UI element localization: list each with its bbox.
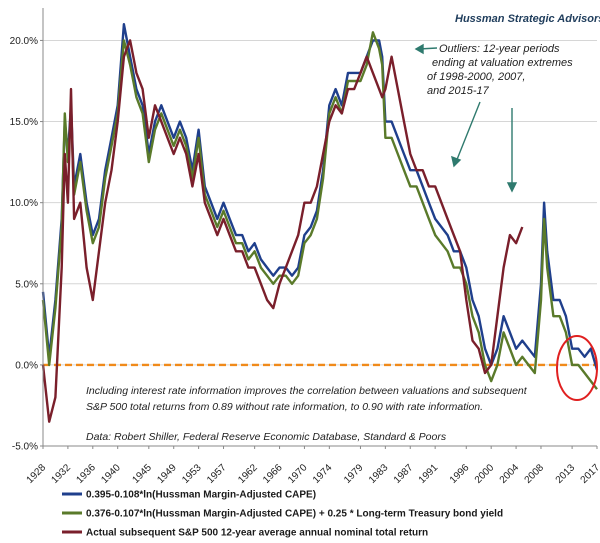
- x-tick-label-5: 1949: [155, 462, 179, 486]
- x-tick-label-12: 1979: [342, 462, 366, 486]
- arrowhead-1987: [414, 43, 424, 55]
- x-axis-ticks: 1928 1932 1936 1940 1945 1949 1953 1957 1962 1966…: [25, 446, 600, 486]
- highlight-circle-2015-2017: [556, 335, 598, 401]
- annotation-note-line-1: Including interest rate information impr…: [86, 385, 528, 397]
- y-tick-label-3: 10.0%: [10, 198, 38, 209]
- annotation-outliers: Outliers: 12-year periods ending at valu…: [427, 43, 573, 97]
- x-tick-label-2: 1936: [74, 462, 98, 486]
- legend-label-0: 0.395-0.108*ln(Hussman Margin-Adjusted C…: [86, 490, 316, 501]
- legend: 0.395-0.108*ln(Hussman Margin-Adjusted C…: [62, 490, 503, 539]
- annotation-note-line-2: S&P 500 total returns from 0.89 without …: [86, 401, 483, 413]
- arrowhead-2000: [451, 155, 462, 168]
- x-tick-label-14: 1987: [392, 462, 416, 486]
- x-tick-label-13: 1983: [367, 462, 391, 486]
- annotation-outliers-line-1: Outliers: 12-year periods: [439, 43, 560, 55]
- annotation-outliers-line-3: of 1998-2000, 2007,: [427, 71, 525, 83]
- annotation-arrows: [414, 43, 518, 193]
- series-line-2: [41, 39, 524, 423]
- x-tick-label-11: 1974: [311, 462, 335, 486]
- x-tick-label-17: 2000: [473, 462, 497, 486]
- x-tick-label-6: 1953: [180, 462, 204, 486]
- legend-label-2: Actual subsequent S&P 500 12-year averag…: [86, 528, 428, 539]
- legend-label-1: 0.376-0.107*ln(Hussman Margin-Adjusted C…: [86, 509, 503, 520]
- source-label: Hussman Strategic Advisors: [455, 13, 600, 25]
- x-tick-label-7: 1957: [205, 462, 229, 486]
- x-tick-label-16: 1996: [448, 462, 472, 486]
- x-tick-label-9: 1966: [261, 462, 285, 486]
- x-tick-label-15: 1991: [417, 462, 441, 486]
- x-tick-label-8: 1962: [236, 462, 260, 486]
- arrow-to-2000: [455, 101, 481, 163]
- x-tick-label-3: 1940: [99, 462, 123, 486]
- annotation-data-source: Data: Robert Shiller, Federal Reserve Ec…: [86, 431, 447, 443]
- annotation-note: Including interest rate information impr…: [86, 385, 528, 413]
- x-tick-label-18: 2004: [498, 462, 522, 486]
- y-tick-label-5: 20.0%: [10, 36, 38, 47]
- series-line-1: [41, 31, 598, 390]
- annotation-outliers-line-4: and 2015-17: [427, 85, 490, 97]
- y-tick-label-1: 0.0%: [15, 360, 38, 371]
- x-tick-label-4: 1945: [130, 462, 154, 486]
- y-tick-label-2: 5.0%: [15, 279, 38, 290]
- x-tick-label-19: 2008: [523, 462, 547, 486]
- x-tick-label-20: 2013: [554, 462, 578, 486]
- x-tick-label-0: 1928: [25, 462, 49, 486]
- annotation-outliers-line-2: ending at valuation extremes: [432, 57, 573, 69]
- x-tick-label-1: 1932: [50, 462, 74, 486]
- y-axis-ticks: -5.0% 0.0% 5.0% 10.0% 15.0% 20.0%: [10, 36, 43, 453]
- y-tick-label-0: -5.0%: [12, 442, 38, 453]
- series-lines: [41, 23, 599, 423]
- x-tick-label-10: 1970: [286, 462, 310, 486]
- y-tick-label-4: 15.0%: [10, 117, 38, 128]
- x-tick-label-21: 2017: [579, 462, 600, 486]
- arrowhead-2007: [506, 182, 518, 193]
